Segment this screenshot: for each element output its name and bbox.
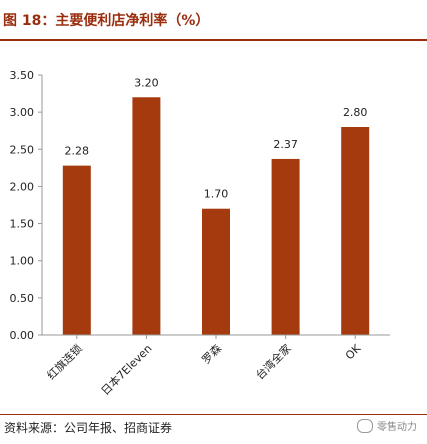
x-tick-label: 罗森 — [199, 341, 224, 366]
bar — [202, 208, 230, 335]
bars — [62, 97, 370, 336]
data-label: 3.20 — [134, 76, 159, 89]
value-labels: 2.28 3.20 1.70 2.37 2.80 — [65, 76, 368, 200]
y-tick-label: 3.50 — [10, 69, 35, 82]
source-divider — [0, 414, 427, 415]
data-label: 2.28 — [65, 145, 90, 158]
title-divider — [0, 39, 427, 41]
data-label: 2.80 — [343, 106, 368, 119]
bar — [62, 165, 91, 335]
bar — [271, 158, 300, 335]
bar — [132, 97, 161, 336]
x-axis: 红旗连锁 日本7Eleven 罗森 台湾全家 OK — [42, 334, 390, 398]
y-tick-label: 0.00 — [10, 329, 35, 342]
watermark: 零售动力 — [357, 418, 417, 433]
y-tick-label: 1.00 — [10, 255, 35, 268]
data-label: 1.70 — [204, 188, 229, 201]
y-axis: 0.00 0.50 1.00 1.50 2.00 2.50 3.00 3.50 — [10, 69, 43, 342]
y-tick-label: 3.00 — [10, 106, 35, 119]
x-tick-label: 日本7Eleven — [98, 341, 155, 398]
x-tick-label: 红旗连锁 — [44, 341, 85, 382]
bar — [341, 127, 370, 335]
bar-chart: 0.00 0.50 1.00 1.50 2.00 2.50 3.00 3.50 2.28 3.2… — [10, 69, 390, 398]
x-tick-label: 台湾全家 — [253, 341, 294, 382]
wechat-icon — [357, 418, 373, 433]
data-label: 2.37 — [273, 138, 298, 151]
watermark-text: 零售动力 — [377, 422, 417, 433]
y-tick-label: 1.50 — [10, 218, 35, 231]
figure-title: 图 18：主要便利店净利率（%） — [3, 13, 210, 29]
source-note: 资料来源：公司年报、招商证券 — [4, 421, 173, 435]
y-tick-label: 0.50 — [10, 292, 35, 305]
x-tick-label: OK — [343, 341, 364, 362]
y-tick-label: 2.00 — [10, 180, 35, 193]
y-tick-label: 2.50 — [10, 143, 35, 156]
